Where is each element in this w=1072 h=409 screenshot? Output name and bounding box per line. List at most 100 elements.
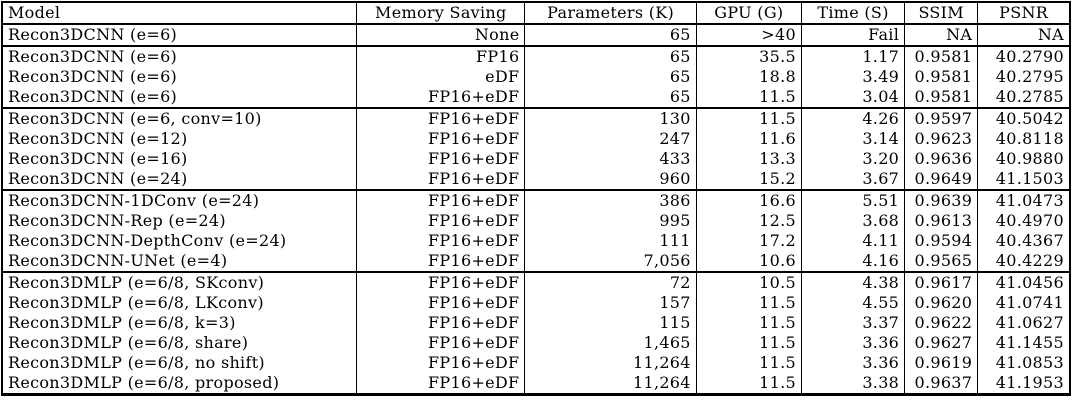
value-cell: NA bbox=[904, 24, 978, 46]
value-cell: 0.9639 bbox=[904, 190, 978, 211]
value-cell: FP16+eDF bbox=[356, 149, 525, 169]
model-cell: Recon3DCNN (e=12) bbox=[8, 129, 188, 148]
value-cell: 41.0741 bbox=[977, 293, 1070, 313]
value-cell: 40.8118 bbox=[977, 129, 1070, 149]
table-row: Recon3DCNN (e=6, conv=10) FP16+eDF 130 11.5… bbox=[2, 108, 1070, 129]
value-cell: 115 bbox=[524, 313, 697, 333]
value-cell: 40.2785 bbox=[977, 87, 1070, 108]
value-cell: 11,264 bbox=[524, 353, 697, 373]
value-cell: 11.5 bbox=[695, 353, 802, 373]
model-cell: Recon3DCNN (e=24) bbox=[8, 169, 188, 188]
value-cell: 65 bbox=[524, 87, 697, 108]
model-cell: Recon3DCNN-UNet (e=4) bbox=[8, 251, 228, 270]
value-cell: FP16+eDF bbox=[356, 251, 525, 272]
table-row: Recon3DMLP (e=6/8, LKconv) FP16+eDF 157 11.… bbox=[2, 293, 1070, 313]
value-cell: 3.36 bbox=[800, 353, 905, 373]
table-group-2: Recon3DCNN (e=6) FP16 65 35.5 1.17 0.9581 40.2… bbox=[2, 46, 1070, 108]
table-row: Recon3DMLP (e=6/8, k=3) FP16+eDF 115 11.5 3.… bbox=[2, 313, 1070, 333]
column-header-psnr: PSNR bbox=[977, 2, 1070, 24]
value-cell: 65 bbox=[524, 24, 697, 46]
column-header-gpu-g: GPU (G) bbox=[695, 2, 802, 24]
value-cell: 11.5 bbox=[695, 87, 802, 108]
value-cell: 433 bbox=[524, 149, 697, 169]
value-cell: 3.20 bbox=[800, 149, 905, 169]
table-group-3: Recon3DCNN (e=6, conv=10) FP16+eDF 130 11.5… bbox=[2, 108, 1070, 190]
value-cell: 4.38 bbox=[800, 272, 905, 293]
value-cell: FP16+eDF bbox=[356, 231, 525, 251]
value-cell: Fail bbox=[800, 24, 905, 46]
value-cell: 15.2 bbox=[695, 169, 802, 190]
value-cell: 13.3 bbox=[695, 149, 802, 169]
table-row: Recon3DCNN (e=6) eDF 65 18.8 3.49 0.9581 40.27… bbox=[2, 67, 1070, 87]
value-cell: 157 bbox=[524, 293, 697, 313]
table-row: Recon3DCNN (e=24) FP16+eDF 960 15.2 3.67 0.96… bbox=[2, 169, 1070, 190]
value-cell: 72 bbox=[524, 272, 697, 293]
table-row: Recon3DCNN (e=6) FP16+eDF 65 11.5 3.04 0.9581… bbox=[2, 87, 1070, 108]
value-cell: 4.16 bbox=[800, 251, 905, 272]
table-group-4: Recon3DCNN-1DConv (e=24) FP16+eDF 386 16.6 5… bbox=[2, 190, 1070, 272]
value-cell: 0.9597 bbox=[904, 108, 978, 129]
value-cell: 40.4970 bbox=[977, 211, 1070, 231]
value-cell: 0.9581 bbox=[904, 87, 978, 108]
column-header-parameters-k: Parameters (K) bbox=[524, 2, 697, 24]
table-header: Model Memory Saving Parameters (K) GPU (G) T… bbox=[2, 2, 1070, 24]
value-cell: 40.2795 bbox=[977, 67, 1070, 87]
value-cell: 0.9619 bbox=[904, 353, 978, 373]
value-cell: 40.2790 bbox=[977, 46, 1070, 67]
value-cell: 41.1953 bbox=[977, 373, 1070, 395]
table-group-5: Recon3DMLP (e=6/8, SKconv) FP16+eDF 72 10.5… bbox=[2, 272, 1070, 395]
value-cell: 40.9880 bbox=[977, 149, 1070, 169]
value-cell: 3.36 bbox=[800, 333, 905, 353]
value-cell: 41.1503 bbox=[977, 169, 1070, 190]
value-cell: FP16+eDF bbox=[356, 108, 525, 129]
value-cell: 12.5 bbox=[695, 211, 802, 231]
value-cell: 0.9623 bbox=[904, 129, 978, 149]
model-cell: Recon3DMLP (e=6/8, no shift) bbox=[8, 353, 265, 372]
model-cell: Recon3DMLP (e=6/8, LKconv) bbox=[8, 293, 264, 312]
value-cell: 11.5 bbox=[695, 108, 802, 129]
value-cell: 0.9594 bbox=[904, 231, 978, 251]
value-cell: 4.55 bbox=[800, 293, 905, 313]
value-cell: 960 bbox=[524, 169, 697, 190]
value-cell: 3.37 bbox=[800, 313, 905, 333]
value-cell: 11,264 bbox=[524, 373, 697, 395]
value-cell: FP16+eDF bbox=[356, 169, 525, 190]
model-cell: Recon3DMLP (e=6/8, proposed) bbox=[8, 373, 280, 392]
value-cell: 11.5 bbox=[695, 293, 802, 313]
table-row: Recon3DCNN-UNet (e=4) FP16+eDF 7,056 10.6 4.… bbox=[2, 251, 1070, 272]
table-row: Recon3DCNN (e=12) FP16+eDF 247 11.6 3.14 0.96… bbox=[2, 129, 1070, 149]
value-cell: 0.9613 bbox=[904, 211, 978, 231]
value-cell: FP16+eDF bbox=[356, 190, 525, 211]
value-cell: 40.5042 bbox=[977, 108, 1070, 129]
value-cell: 0.9637 bbox=[904, 373, 978, 395]
value-cell: FP16+eDF bbox=[356, 293, 525, 313]
value-cell: 11.6 bbox=[695, 129, 802, 149]
model-cell: Recon3DCNN-1DConv (e=24) bbox=[8, 191, 260, 210]
value-cell: 7,056 bbox=[524, 251, 697, 272]
table-row: Recon3DCNN-DepthConv (e=24) FP16+eDF 111 17… bbox=[2, 231, 1070, 251]
value-cell: FP16 bbox=[356, 46, 525, 67]
value-cell: 4.26 bbox=[800, 108, 905, 129]
results-table: Model Memory Saving Parameters (K) GPU (G) T… bbox=[1, 1, 1071, 396]
model-cell: Recon3DMLP (e=6/8, share) bbox=[8, 333, 249, 352]
value-cell: 41.0456 bbox=[977, 272, 1070, 293]
value-cell: 10.5 bbox=[695, 272, 802, 293]
value-cell: 41.0473 bbox=[977, 190, 1070, 211]
column-header-ssim: SSIM bbox=[904, 2, 978, 24]
header-row: Model Memory Saving Parameters (K) GPU (G) T… bbox=[2, 2, 1070, 24]
value-cell: NA bbox=[977, 24, 1070, 46]
value-cell: 0.9622 bbox=[904, 313, 978, 333]
column-header-model: Model bbox=[8, 3, 61, 22]
table-row: Recon3DCNN (e=16) FP16+eDF 433 13.3 3.20 0.96… bbox=[2, 149, 1070, 169]
value-cell: 41.1455 bbox=[977, 333, 1070, 353]
value-cell: 41.0627 bbox=[977, 313, 1070, 333]
value-cell: 16.6 bbox=[695, 190, 802, 211]
value-cell: 0.9620 bbox=[904, 293, 978, 313]
value-cell: 11.5 bbox=[695, 373, 802, 395]
value-cell: 65 bbox=[524, 46, 697, 67]
value-cell: FP16+eDF bbox=[356, 353, 525, 373]
value-cell: 65 bbox=[524, 67, 697, 87]
value-cell: 0.9636 bbox=[904, 149, 978, 169]
value-cell: 10.6 bbox=[695, 251, 802, 272]
value-cell: FP16+eDF bbox=[356, 333, 525, 353]
